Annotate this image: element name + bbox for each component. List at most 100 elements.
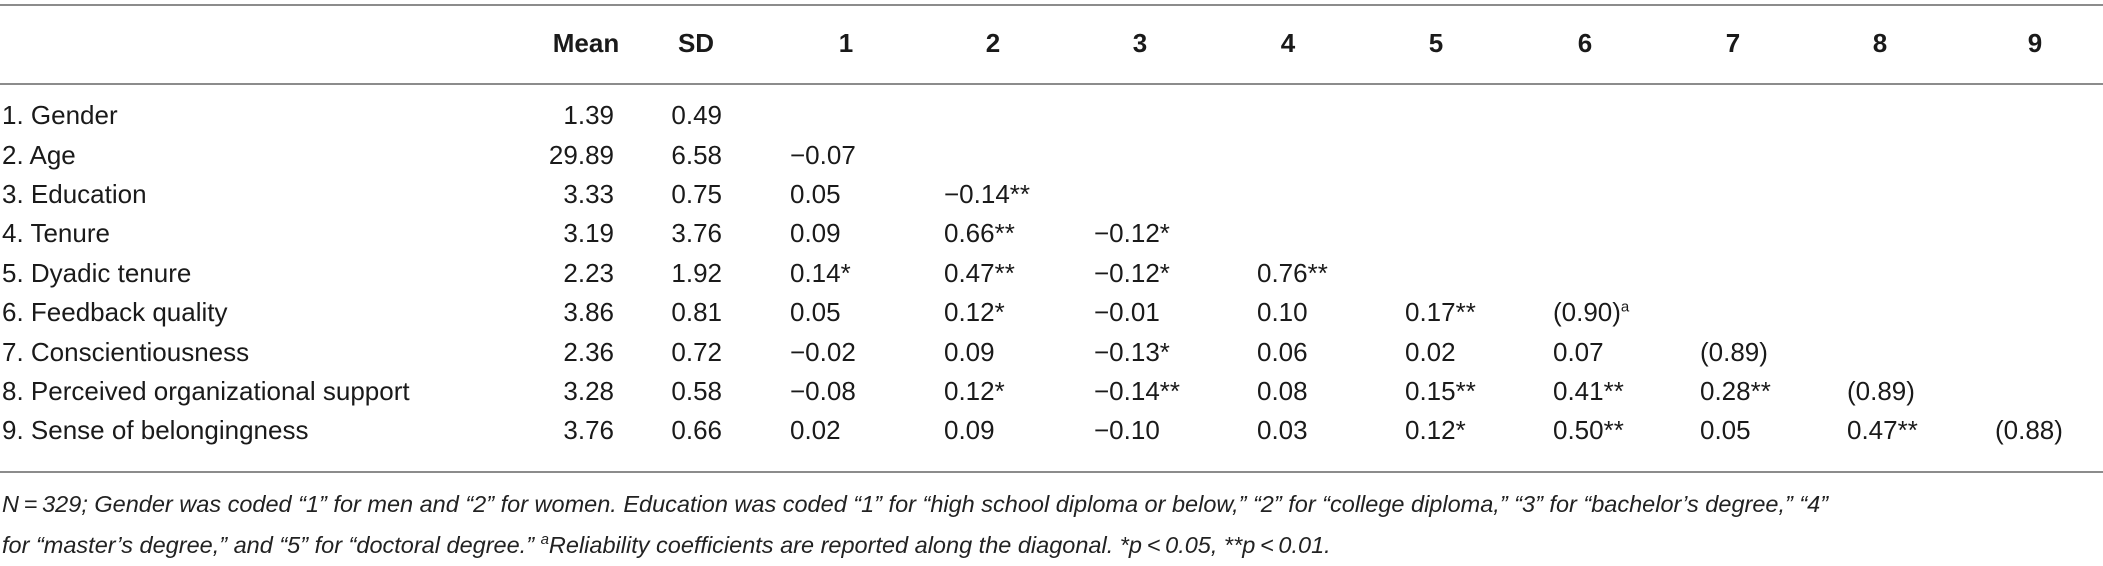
correlation-text: −0.14** [1094,376,1181,406]
row-label: 4. Tenure [2,218,110,248]
correlation-text: 0.07 [1553,337,1604,367]
row-label: 1. Gender [2,100,118,130]
correlation-text: 0.41** [1553,376,1624,406]
correlation-text: 0.12* [944,376,1005,406]
correlation-value: 0.02 [790,415,841,445]
correlation-value: 0.09 [944,337,995,367]
column-header-9: 9 [2027,28,2043,58]
correlation-value: 0.41** [1553,376,1624,406]
correlation-value: 0.12* [944,376,1005,406]
sd-value: 0.75 [671,179,722,209]
correlation-text: 0.15** [1405,376,1476,406]
mean-value: 2.36 [563,337,614,367]
correlation-value: 0.06 [1257,337,1308,367]
sd-value: 0.66 [671,415,722,445]
correlation-value: 0.08 [1257,376,1308,406]
correlation-value: 0.66** [944,218,1015,248]
correlation-value: 0.50** [1553,415,1624,445]
correlation-text: 0.47** [944,258,1015,288]
correlation-text: 0.10 [1257,297,1308,327]
mean-value: 3.76 [563,415,614,445]
sd-value: 1.92 [671,258,722,288]
column-header-4: 4 [1280,28,1296,58]
row-label: 2. Age [2,140,76,170]
correlation-value: −0.14** [1094,376,1180,406]
column-header-mean: Mean [552,28,620,58]
correlation-text: 0.12* [1405,415,1466,445]
correlation-text: 0.08 [1257,376,1308,406]
correlation-value: −0.14** [944,179,1030,209]
correlation-text: 0.09 [944,415,995,445]
column-header-8: 8 [1872,28,1888,58]
note-line-2a: for “master’s degree,” and “5” for “doct… [2,531,541,558]
correlation-value: 0.09 [944,415,995,445]
correlation-text: 0.03 [1257,415,1308,445]
mean-value: 1.39 [563,100,614,130]
sd-value: 0.58 [671,376,722,406]
correlation-value: 0.76** [1257,258,1328,288]
correlation-value: 0.14* [790,258,851,288]
row-label: 9. Sense of belongingness [2,415,309,445]
correlation-text: 0.09 [790,218,841,248]
correlation-value: 0.05 [790,179,841,209]
sd-value: 0.72 [671,337,722,367]
correlation-text: 0.09 [944,337,995,367]
table-header-rule [0,83,2103,85]
correlation-text: 0.02 [790,415,841,445]
sd-value: 0.81 [671,297,722,327]
correlation-text: (0.88) [1995,415,2063,445]
correlation-text: −0.13* [1094,337,1170,367]
row-label: 7. Conscientiousness [2,337,250,367]
correlation-value: 0.12* [1405,415,1466,445]
column-header-7: 7 [1725,28,1741,58]
correlation-text: 0.66** [944,218,1015,248]
correlation-text: −0.08 [790,376,856,406]
correlation-text: 0.17** [1405,297,1476,327]
correlation-value: −0.10 [1094,415,1160,445]
correlation-value: 0.05 [1700,415,1751,445]
correlation-text: 0.05 [1700,415,1751,445]
correlation-value: 0.15** [1405,376,1476,406]
correlation-value: (0.90)a [1553,297,1629,327]
correlation-value: 0.07 [1553,337,1604,367]
column-header-5: 5 [1428,28,1444,58]
row-label: 8. Perceived organizational support [2,376,410,406]
mean-value: 29.89 [548,140,614,170]
correlation-value: 0.17** [1405,297,1476,327]
correlation-text: 0.12* [944,297,1005,327]
correlation-text: (0.89) [1700,337,1768,367]
correlation-value: 0.47** [944,258,1015,288]
correlation-value: 0.10 [1257,297,1308,327]
correlation-value: −0.12* [1094,258,1170,288]
note-line-1: N = 329; Gender was coded “1” for men an… [2,491,1829,517]
row-label: 6. Feedback quality [2,297,228,327]
column-header-3: 3 [1132,28,1148,58]
correlation-value: 0.28** [1700,376,1771,406]
correlation-value: −0.12* [1094,218,1170,248]
correlation-text: 0.06 [1257,337,1308,367]
correlation-value: 0.05 [790,297,841,327]
table-bottom-rule [0,471,2103,473]
table-top-rule [0,4,2103,6]
correlation-value: −0.02 [790,337,856,367]
correlation-value: 0.47** [1847,415,1918,445]
mean-value: 3.86 [563,297,614,327]
correlation-value: −0.01 [1094,297,1160,327]
correlation-text: −0.12* [1094,218,1170,248]
correlation-text: 0.02 [1405,337,1456,367]
correlation-text: 0.05 [790,179,841,209]
diagonal-superscript: a [1620,298,1630,316]
row-label: 5. Dyadic tenure [2,258,192,288]
mean-value: 3.28 [563,376,614,406]
column-header-sd: SD [677,28,715,58]
column-header-2: 2 [985,28,1001,58]
correlation-text: 0.50** [1553,415,1624,445]
correlation-text: 0.14* [790,258,851,288]
row-label: 3. Education [2,179,147,209]
correlation-value: −0.07 [790,140,856,170]
correlation-value: 0.12* [944,297,1005,327]
correlation-text: −0.02 [790,337,856,367]
sd-value: 0.49 [671,100,722,130]
correlation-text: 0.47** [1847,415,1918,445]
mean-value: 3.19 [563,218,614,248]
